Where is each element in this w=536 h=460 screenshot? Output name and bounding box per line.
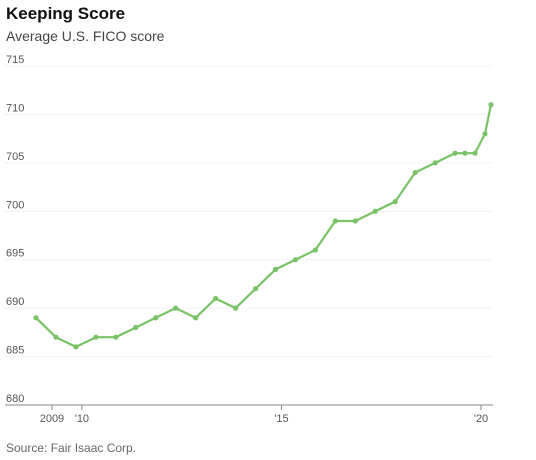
x-tick-label: 2009 <box>40 413 64 425</box>
chart-subtitle: Average U.S. FICO score <box>6 28 165 44</box>
gridlines <box>5 65 493 406</box>
chart-title: Keeping Score <box>6 4 126 23</box>
data-point <box>153 315 159 321</box>
series-layer <box>33 102 494 350</box>
data-point <box>173 305 179 311</box>
series-line <box>35 104 493 348</box>
data-point <box>472 150 478 156</box>
source-note: Source: Fair Isaac Corp. <box>6 441 137 455</box>
y-tick-label: 700 <box>6 199 24 211</box>
data-point <box>133 324 139 331</box>
data-point <box>332 218 338 224</box>
data-point <box>488 102 494 108</box>
data-point <box>193 315 199 321</box>
data-point <box>352 218 358 224</box>
data-point <box>113 334 119 340</box>
data-point <box>462 150 468 156</box>
data-point <box>53 334 59 340</box>
data-point <box>272 266 279 272</box>
y-tick-label: 685 <box>6 345 24 357</box>
x-axis-ticks: 2009 '10 '15 '20 <box>40 405 488 425</box>
data-point <box>482 131 488 137</box>
data-point <box>232 305 239 311</box>
x-tick-label: '20 <box>474 413 488 425</box>
data-point <box>93 334 99 340</box>
data-point <box>452 150 458 156</box>
data-point <box>372 208 378 214</box>
y-tick-label: 710 <box>6 102 24 114</box>
data-point <box>432 160 438 166</box>
data-point <box>252 286 259 292</box>
y-tick-label: 705 <box>6 151 24 163</box>
y-tick-label: 695 <box>6 248 24 260</box>
data-point <box>412 169 418 176</box>
y-tick-label: 715 <box>6 54 24 66</box>
y-tick-label: 680 <box>6 393 24 405</box>
x-tick-label: '10 <box>75 413 89 425</box>
y-axis-ticks: 680 685 690 695 700 705 710 715 <box>6 54 24 405</box>
data-point <box>292 257 299 263</box>
data-point <box>392 199 398 205</box>
data-point <box>33 315 39 321</box>
x-tick-label: '15 <box>274 413 288 425</box>
data-point <box>312 247 318 253</box>
y-tick-label: 690 <box>6 296 24 308</box>
data-point <box>213 295 219 302</box>
data-point <box>73 344 79 350</box>
